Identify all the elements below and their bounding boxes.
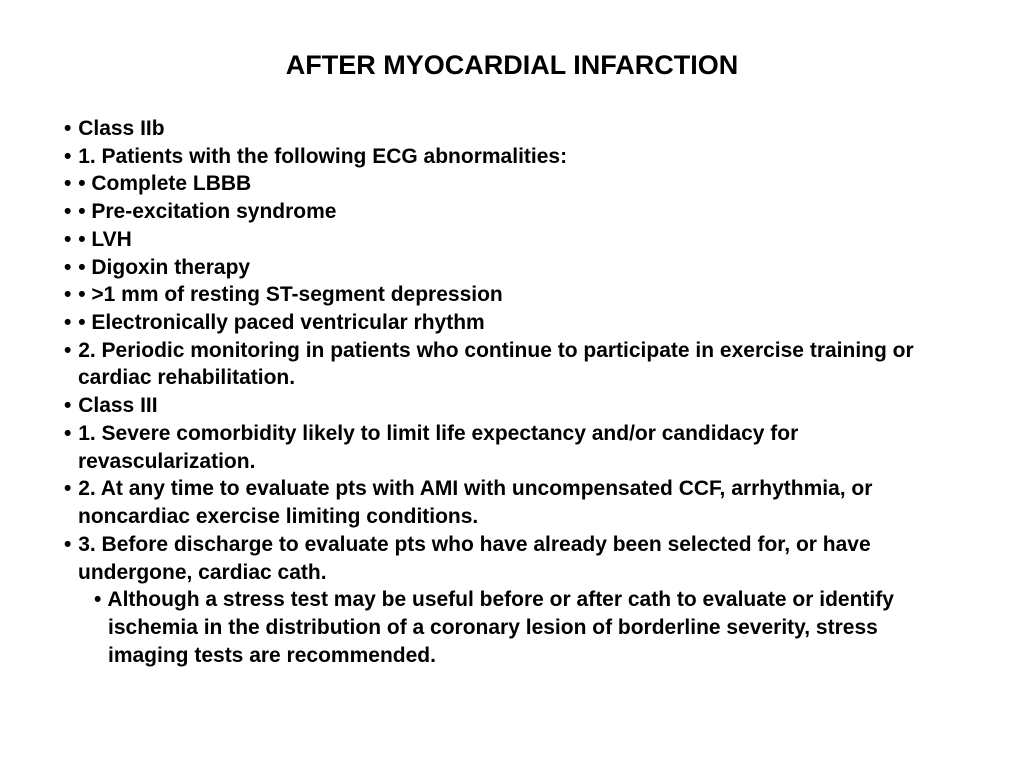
bullet-row: • • >1 mm of resting ST-segment depressi…	[64, 281, 960, 309]
bullet-row: • 1. Severe comorbidity likely to limit …	[64, 420, 960, 475]
bullet-row: • • Electronically paced ventricular rhy…	[64, 309, 960, 337]
bullet-text: 2. At any time to evaluate pts with AMI …	[72, 477, 872, 528]
bullet-text: • Electronically paced ventricular rhyth…	[72, 311, 484, 334]
bullet-text: 1. Patients with the following ECG abnor…	[72, 145, 567, 168]
bullet-text: Although a stress test may be useful bef…	[102, 588, 894, 666]
bullet-row: • • Digoxin therapy	[64, 254, 960, 282]
bullet-row: • Although a stress test may be useful b…	[64, 586, 960, 669]
bullet-text: Class IIb	[72, 117, 164, 140]
bullet-text: 3. Before discharge to evaluate pts who …	[72, 533, 870, 584]
bullet-text: • LVH	[72, 228, 131, 251]
bullet-row: • • LVH	[64, 226, 960, 254]
bullet-row: • 3. Before discharge to evaluate pts wh…	[64, 531, 960, 586]
bullet-row: • • Complete LBBB	[64, 170, 960, 198]
slide-title: AFTER MYOCARDIAL INFARCTION	[64, 50, 960, 81]
bullet-text: • Digoxin therapy	[72, 256, 250, 279]
bullet-row: • 2. At any time to evaluate pts with AM…	[64, 475, 960, 530]
slide: AFTER MYOCARDIAL INFARCTION • Class IIb•…	[0, 0, 1024, 768]
bullet-list: • Class IIb• 1. Patients with the follow…	[64, 115, 960, 669]
bullet-text: 2. Periodic monitoring in patients who c…	[72, 339, 913, 390]
bullet-text: 1. Severe comorbidity likely to limit li…	[72, 422, 798, 473]
bullet-row: • Class III	[64, 392, 960, 420]
bullet-row: • 1. Patients with the following ECG abn…	[64, 143, 960, 171]
bullet-text: • >1 mm of resting ST-segment depression	[72, 283, 502, 306]
bullet-row: • 2. Periodic monitoring in patients who…	[64, 337, 960, 392]
bullet-text: • Pre-excitation syndrome	[72, 200, 336, 223]
bullet-text: Class III	[72, 394, 157, 417]
bullet-row: • • Pre-excitation syndrome	[64, 198, 960, 226]
bullet-text: • Complete LBBB	[72, 172, 251, 195]
bullet-row: • Class IIb	[64, 115, 960, 143]
